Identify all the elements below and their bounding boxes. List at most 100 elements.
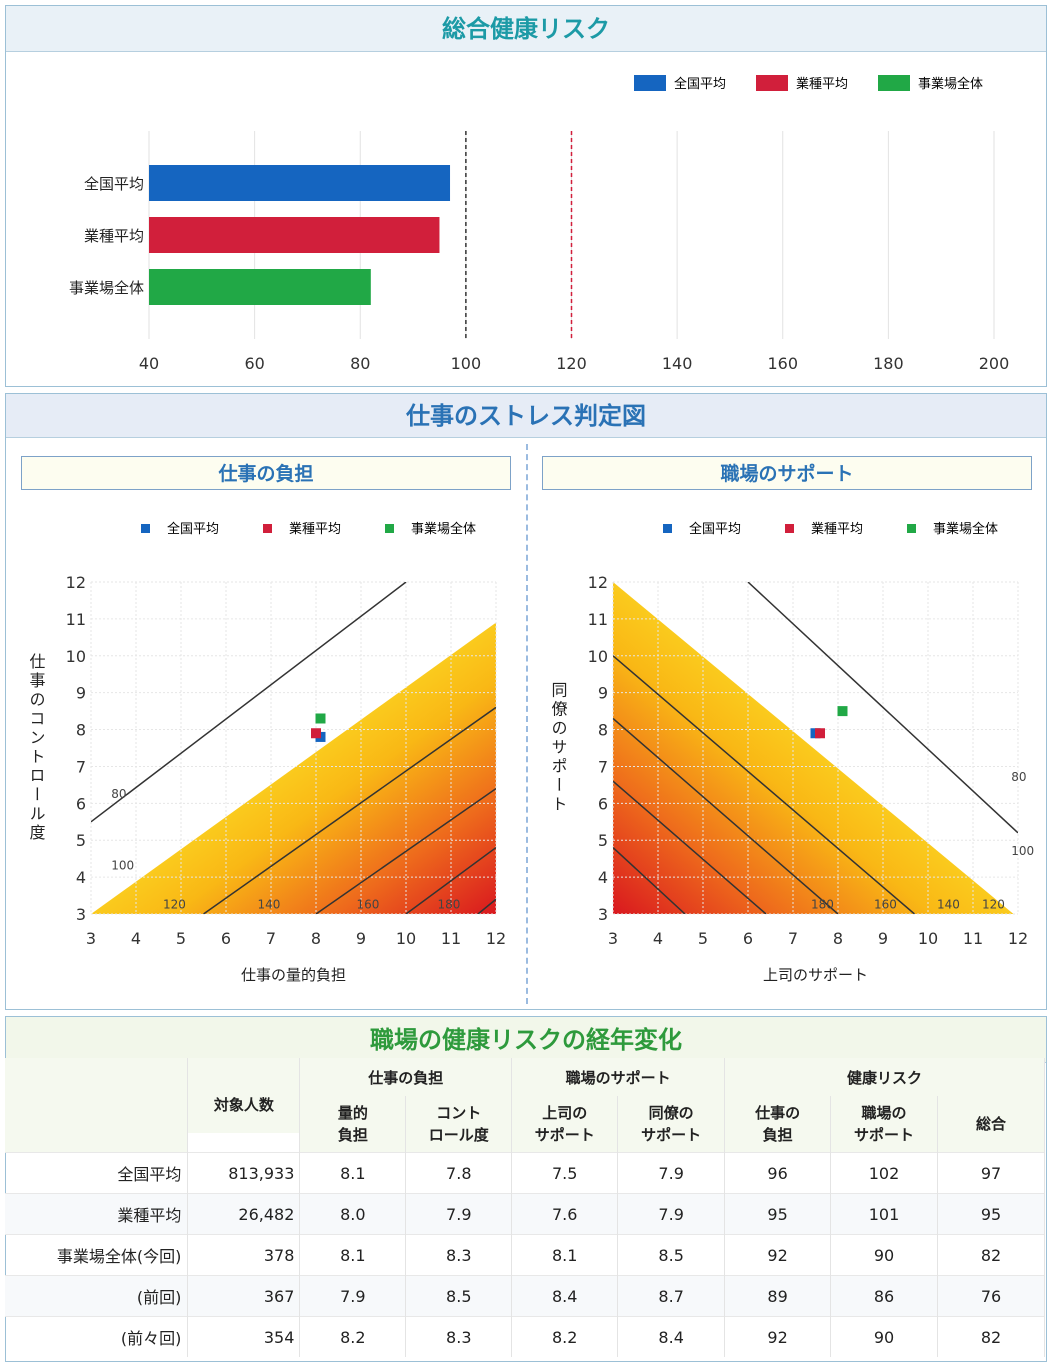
cell-total: 82 — [937, 1316, 1045, 1357]
cell-quant: 8.2 — [299, 1316, 407, 1357]
y-tick-label: 11 — [588, 610, 608, 629]
contour-line — [613, 717, 839, 914]
y-tick-label: 8 — [76, 721, 86, 740]
contour-line — [747, 582, 1018, 834]
data-point — [815, 728, 825, 739]
cell-peer: 7.9 — [617, 1193, 726, 1235]
col-control: コント ロール度 — [405, 1096, 513, 1153]
cell-count: 813,933 — [187, 1152, 301, 1194]
total-risk-title: 総合健康リスク — [6, 6, 1046, 52]
table-row: (前々回) 354 8.2 8.3 8.2 8.4 92 90 82 — [5, 1316, 1045, 1357]
contour-line — [613, 655, 915, 914]
cell-rs: 101 — [830, 1193, 938, 1235]
cell-peer: 8.5 — [617, 1234, 726, 1276]
contour-line — [91, 582, 407, 823]
legend-marker — [263, 524, 272, 533]
legend-label: 事業場全体 — [411, 521, 476, 537]
col-count: 対象人数 — [187, 1077, 301, 1134]
group-burden: 仕事の負担 — [299, 1058, 513, 1096]
support-subtitle: 職場のサポート — [542, 456, 1032, 490]
x-tick-label: 7 — [788, 929, 798, 948]
row-label: 事業場全体(今回) — [5, 1234, 189, 1276]
bar — [149, 217, 440, 253]
cell-ctrl: 8.3 — [405, 1316, 513, 1357]
legend-label: 全国平均 — [674, 76, 726, 92]
row-label: (前回) — [5, 1275, 189, 1317]
contour-line — [477, 898, 496, 914]
table-row: 事業場全体(今回) 378 8.1 8.3 8.1 8.5 92 90 82 — [5, 1234, 1045, 1276]
cell-boss: 8.4 — [511, 1275, 619, 1317]
table-row: 業種平均 26,482 8.0 7.9 7.6 7.9 95 101 95 — [5, 1193, 1045, 1235]
contour-line — [405, 846, 496, 914]
cell-count: 367 — [187, 1275, 301, 1317]
cell-ctrl: 7.8 — [405, 1152, 513, 1194]
y-tick-label: 9 — [598, 684, 608, 703]
y-tick-label: 3 — [76, 905, 86, 924]
legend-label: 業種平均 — [289, 521, 341, 537]
col-risk-burden: 仕事の 負担 — [724, 1096, 832, 1153]
y-tick-label: 3 — [598, 905, 608, 924]
x-tick-label: 8 — [311, 929, 321, 948]
cell-rb: 95 — [724, 1193, 832, 1235]
y-tick-label: 4 — [76, 868, 86, 887]
cell-count: 378 — [187, 1234, 301, 1276]
data-point — [315, 713, 326, 724]
x-tick-label: 9 — [878, 929, 888, 948]
x-tick-label: 160 — [767, 354, 798, 373]
cell-rb: 92 — [724, 1316, 832, 1357]
legend-label: 全国平均 — [167, 521, 219, 537]
cell-boss: 7.5 — [511, 1152, 619, 1194]
support-scatter-chart: 全国平均 業種平均 事業場全体 180 160 140 120 100 80 3 4 5 6 7 8 9 10 1… — [549, 521, 1035, 984]
cell-quant: 8.1 — [299, 1234, 407, 1276]
cell-count: 354 — [187, 1316, 301, 1357]
legend-label: 全国平均 — [689, 521, 741, 537]
row-label: 全国平均 — [5, 1152, 189, 1194]
x-tick-label: 12 — [486, 929, 506, 948]
contour-label: 180 — [811, 897, 834, 911]
group-risk: 健康リスク — [724, 1058, 1045, 1096]
y-tick-label: 10 — [66, 647, 86, 666]
data-point — [311, 728, 321, 739]
col-total: 総合 — [937, 1096, 1045, 1153]
y-tick-label: 6 — [76, 794, 86, 813]
col-peer: 同僚の サポート — [617, 1096, 726, 1153]
cell-total: 97 — [937, 1152, 1045, 1194]
y-tick-label: 11 — [66, 610, 86, 629]
cell-ctrl: 8.3 — [405, 1234, 513, 1276]
y-tick-label: 5 — [598, 831, 608, 850]
cell-total: 82 — [937, 1234, 1045, 1276]
data-point — [837, 706, 848, 717]
cell-total: 95 — [937, 1193, 1045, 1235]
cell-count: 26,482 — [187, 1193, 301, 1235]
x-tick-label: 60 — [244, 354, 264, 373]
col-risk-support: 職場の サポート — [830, 1096, 938, 1153]
legend-marker — [663, 524, 672, 533]
x-tick-label: 180 — [873, 354, 904, 373]
x-tick-label: 40 — [139, 354, 159, 373]
contour-label: 100 — [111, 859, 134, 873]
y-tick-label: 8 — [598, 721, 608, 740]
x-tick-label: 4 — [131, 929, 141, 948]
legend-swatch — [634, 75, 666, 91]
cell-peer: 8.7 — [617, 1275, 726, 1317]
risk-gradient-area — [91, 622, 496, 914]
x-tick-label: 120 — [556, 354, 587, 373]
legend-marker — [141, 524, 150, 533]
total-risk-panel: 総合健康リスク 全国平均 業種平均 事業場全体 40 60 80 100 120 140 160 1… — [5, 5, 1047, 387]
x-tick-label: 3 — [608, 929, 618, 948]
x-tick-label: 6 — [221, 929, 231, 948]
col-boss: 上司の サポート — [511, 1096, 619, 1153]
group-support: 職場のサポート — [511, 1058, 726, 1096]
x-tick-label: 140 — [662, 354, 693, 373]
legend-swatch — [756, 75, 788, 91]
category-label: 業種平均 — [84, 227, 144, 245]
y-tick-label: 4 — [598, 868, 608, 887]
contour-label: 120 — [163, 897, 186, 911]
contour-label: 100 — [1011, 844, 1034, 858]
row-label: 業種平均 — [5, 1193, 189, 1235]
legend-label: 業種平均 — [811, 521, 863, 537]
cell-total: 76 — [937, 1275, 1045, 1317]
contour-label: 140 — [937, 897, 960, 911]
risk-gradient-area — [613, 582, 1014, 914]
y-axis-label: 同僚のサポート — [549, 682, 568, 815]
